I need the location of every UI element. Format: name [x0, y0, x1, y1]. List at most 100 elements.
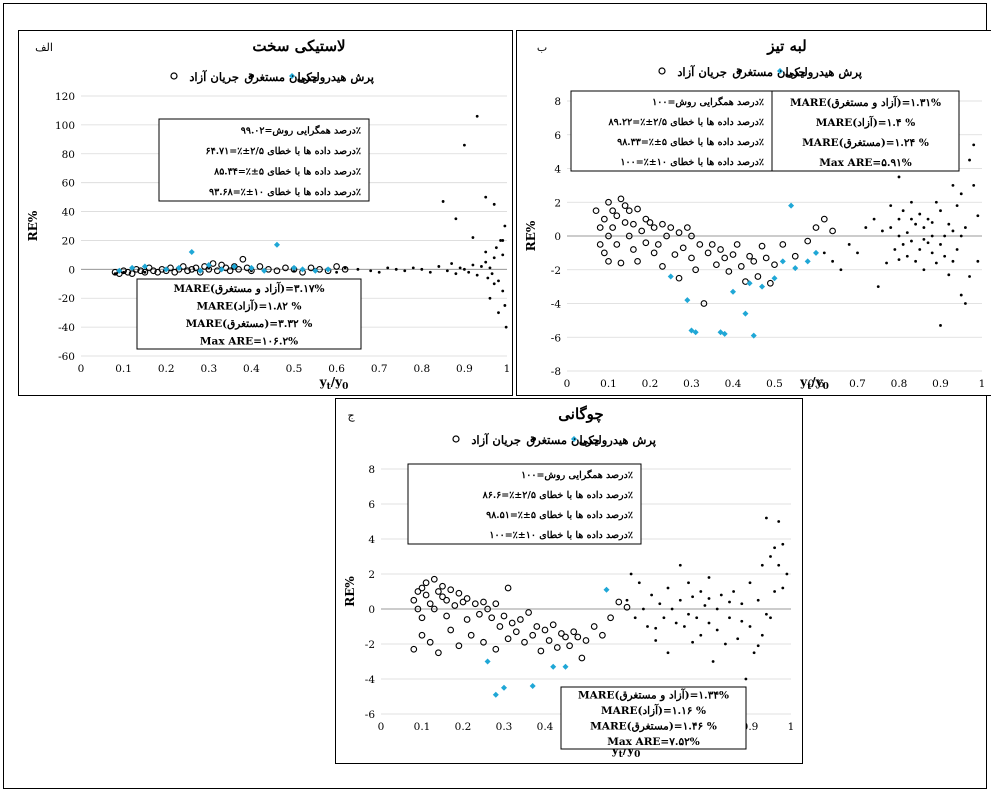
- legend-label-submerged: جریان مستغرق: [526, 433, 599, 448]
- data-point-free: [418, 631, 426, 639]
- data-point-free: [771, 261, 778, 269]
- data-point-free: [729, 251, 737, 258]
- data-point-free: [492, 600, 500, 608]
- data-point-jump: [291, 264, 297, 271]
- legend-label-submerged: جریان مستغرق: [244, 70, 317, 85]
- data-point-submerged: [822, 251, 826, 255]
- data-point-submerged: [662, 616, 666, 620]
- legend-label-jump: پرش هیدرولیکی: [785, 65, 863, 80]
- data-point-free: [634, 205, 641, 213]
- data-point-free: [439, 593, 446, 601]
- data-point-submerged: [955, 204, 959, 208]
- panel-letter: الف: [35, 41, 53, 54]
- data-point-free: [235, 265, 242, 273]
- data-point-free: [623, 603, 631, 611]
- x-tick-label: 0.3: [200, 363, 217, 375]
- data-point-submerged: [872, 217, 876, 221]
- data-point-free: [508, 619, 516, 627]
- mare-line: Max ARE=۷.۵۲%: [607, 736, 700, 748]
- data-point-free: [553, 644, 561, 651]
- data-point-submerged: [756, 644, 760, 648]
- data-point-free: [688, 232, 695, 240]
- data-point-free: [646, 219, 654, 226]
- data-point-free: [638, 227, 646, 235]
- legend-label-free: جریان آزاد: [471, 431, 521, 448]
- data-point-submerged: [463, 143, 466, 147]
- x-axis-label-main: y: [319, 375, 328, 389]
- y-tick-label: 0: [554, 231, 561, 243]
- data-point-jump: [742, 310, 749, 317]
- data-point-submerged: [951, 259, 955, 263]
- data-point-submerged: [930, 234, 934, 238]
- data-point-free: [642, 215, 650, 223]
- data-point-submerged: [471, 263, 475, 267]
- figure-frame: [3, 3, 987, 789]
- data-point-submerged: [769, 555, 772, 558]
- stats-line: درصد داده ها با خطای ۲/۵±٪=۸۶.۶٪: [482, 490, 634, 501]
- y-tick-label: 8: [554, 96, 561, 108]
- data-point-jump: [188, 249, 195, 255]
- legend-marker-submerged: [532, 437, 536, 441]
- stats-line: درصد داده ها با خطای ۵±٪=۸۵.۳۴٪: [213, 166, 362, 177]
- data-point-free: [725, 268, 733, 275]
- data-point-free: [779, 241, 787, 248]
- data-point-submerged: [488, 266, 492, 270]
- stats-line: درصد داده ها با خطای ۱۰±٪=۹۳.۶۸٪: [209, 187, 362, 198]
- stats-line: درصد داده ها با خطای ۵±٪=۹۸.۳۳٪: [617, 137, 765, 148]
- data-point-submerged: [707, 576, 711, 579]
- data-point-submerged: [678, 598, 682, 602]
- data-point-free: [418, 614, 426, 622]
- data-point-submerged: [492, 282, 496, 286]
- data-point-free: [671, 251, 679, 258]
- y-axis-label: RE%: [26, 210, 40, 241]
- data-point-submerged: [691, 640, 694, 644]
- data-point-submerged: [839, 268, 843, 272]
- data-point-free: [750, 257, 758, 265]
- data-point-free: [654, 241, 662, 248]
- data-point-submerged: [356, 267, 360, 271]
- stats-box-mare: [771, 90, 960, 172]
- data-point-free: [150, 267, 157, 275]
- data-point-free: [574, 633, 582, 641]
- data-point-jump: [813, 249, 819, 256]
- data-point-submerged: [711, 660, 715, 663]
- data-point-free: [480, 638, 487, 646]
- y-tick-label: -4: [551, 299, 562, 311]
- data-point-jump: [163, 266, 170, 273]
- data-point-free: [596, 224, 604, 231]
- data-point-jump: [721, 330, 728, 337]
- data-point-submerged: [369, 269, 373, 273]
- data-point-submerged: [670, 607, 674, 611]
- data-point-free: [679, 244, 687, 252]
- data-point-free: [742, 278, 749, 285]
- x-axis-label-sub2: 0: [634, 750, 640, 760]
- legend-marker-free: [452, 435, 460, 443]
- data-point-free: [463, 595, 471, 602]
- x-axis-label: yt/y0: [799, 375, 829, 392]
- data-point-free: [463, 616, 471, 623]
- data-point-submerged: [403, 269, 407, 273]
- data-point-submerged: [889, 226, 893, 229]
- data-point-submerged: [715, 628, 719, 632]
- data-point-submerged: [678, 563, 682, 567]
- data-point-submerged: [719, 593, 723, 597]
- data-point-submerged: [625, 598, 629, 602]
- y-tick-label: 4: [554, 164, 561, 176]
- data-point-free: [455, 642, 463, 650]
- data-point-submerged: [934, 261, 938, 265]
- data-point-free: [256, 263, 264, 270]
- x-tick-label: 0.2: [158, 363, 175, 375]
- data-point-submerged: [910, 239, 913, 243]
- data-point-free: [592, 207, 600, 215]
- data-point-free: [239, 255, 247, 263]
- chart-panel-c: چوگانی ج پرش هیدرولیکی جریان مستغرق جریان آز…: [335, 398, 803, 764]
- x-tick-label: 0: [564, 378, 571, 390]
- data-point-free: [451, 602, 459, 609]
- data-point-free: [659, 263, 666, 270]
- data-point-submerged: [773, 546, 776, 550]
- data-point-submerged: [910, 200, 913, 204]
- mare-line: MARE(مستغرق)=۱.۲۴ %: [802, 137, 929, 149]
